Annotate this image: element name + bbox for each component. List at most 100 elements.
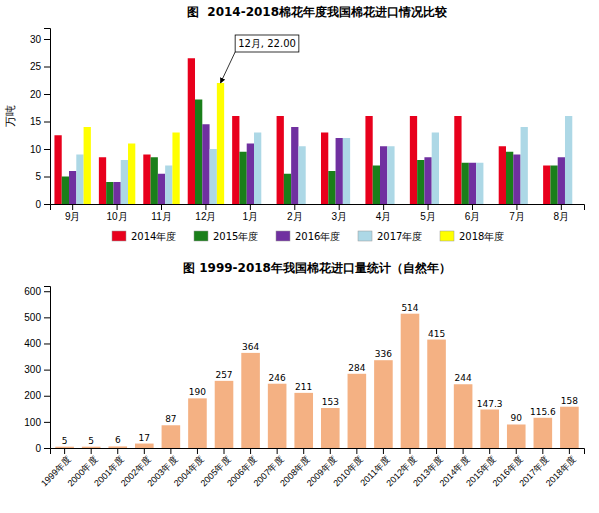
tick-label: 25 <box>30 61 42 72</box>
y-tick: 15 <box>30 116 50 127</box>
legend-swatch <box>440 231 454 241</box>
legend-entry: 2018年度 <box>440 231 504 242</box>
tick-mark <box>489 448 490 454</box>
y-tick: 400 <box>24 338 50 349</box>
bar-series <box>62 100 558 205</box>
bar <box>188 58 195 204</box>
tick-mark <box>44 370 50 371</box>
bar <box>165 166 172 205</box>
tick-mark <box>330 448 331 454</box>
bar <box>195 100 202 205</box>
annotation: 12月, 22.00 <box>221 35 299 83</box>
tick-mark <box>569 448 570 454</box>
tick-label: 5月 <box>420 211 436 222</box>
tick-mark <box>44 317 50 318</box>
plot-area <box>54 58 572 204</box>
bar <box>469 163 476 204</box>
bar <box>432 133 439 205</box>
data-label: 5 <box>88 436 94 446</box>
tick-mark <box>117 448 118 454</box>
x-tick: 9月 <box>65 204 81 222</box>
tick-label: 15 <box>30 116 42 127</box>
bar <box>427 340 446 448</box>
bar <box>241 353 260 448</box>
data-label: 115.6 <box>530 407 556 417</box>
tick-mark <box>356 448 357 454</box>
legend-swatch <box>194 231 208 241</box>
bar <box>202 124 209 204</box>
bar <box>232 116 239 204</box>
legend-label: 2014年度 <box>131 231 176 242</box>
tick-label: 20 <box>30 89 42 100</box>
tick-label: 2月 <box>287 211 303 222</box>
bar <box>374 360 393 448</box>
tick-label: 11月 <box>151 211 171 222</box>
bar <box>82 447 101 448</box>
x-tick: 5月 <box>420 204 436 222</box>
legend-label: 2017年度 <box>377 231 422 242</box>
bar <box>113 182 120 204</box>
tick-label: 0 <box>35 199 41 210</box>
bar <box>277 116 284 204</box>
bar <box>143 155 150 205</box>
legend-swatch <box>276 231 290 241</box>
tick-label: 100 <box>24 417 41 428</box>
bar <box>454 384 473 448</box>
y-tick: 20 <box>30 89 50 100</box>
bar-series <box>84 83 225 204</box>
bar <box>424 157 431 204</box>
chart-title: 图 1999-2018年我国棉花进口量统计（自然年） <box>183 261 451 275</box>
bar <box>328 171 335 204</box>
data-label: 284 <box>348 363 365 373</box>
data-label: 17 <box>139 433 150 443</box>
bar <box>106 182 113 204</box>
tick-mark <box>44 396 50 397</box>
legend-entry: 2015年度 <box>194 231 258 242</box>
tick-label: 5 <box>35 171 41 182</box>
legend-entry: 2016年度 <box>276 231 340 242</box>
bar <box>321 408 340 448</box>
tick-label: 0 <box>35 443 41 454</box>
bar <box>454 116 461 204</box>
tick-label: 8月 <box>554 211 570 222</box>
bar <box>348 374 367 448</box>
tick-mark <box>436 448 437 454</box>
tick-mark <box>472 204 473 210</box>
bar <box>417 160 424 204</box>
bar <box>401 314 420 448</box>
bar <box>380 146 387 204</box>
bar <box>560 407 579 448</box>
figure: 图 2014-2018棉花年度我国棉花进口情况比较万吨0510152025309… <box>0 0 599 513</box>
bar <box>365 116 372 204</box>
tick-mark <box>161 204 162 210</box>
data-label: 90 <box>511 413 523 423</box>
annotation-text: 12月, 22.00 <box>238 38 296 49</box>
tick-mark <box>561 204 562 210</box>
tick-label: 3月 <box>331 211 347 222</box>
x-tick: 11月 <box>151 204 171 222</box>
bar <box>410 116 417 204</box>
bar <box>499 146 506 204</box>
data-label: 364 <box>242 342 259 352</box>
tick-mark <box>44 177 50 178</box>
tick-mark <box>44 67 50 68</box>
bar <box>99 157 106 204</box>
bar <box>158 174 165 204</box>
tick-mark <box>277 448 278 454</box>
data-label: 246 <box>269 373 286 383</box>
data-label: 190 <box>189 387 206 397</box>
legend-entry: 2014年度 <box>112 231 176 242</box>
bar <box>217 83 224 204</box>
tick-mark <box>250 448 251 454</box>
bar <box>69 171 76 204</box>
bar <box>543 166 550 205</box>
tick-label: 7月 <box>509 211 525 222</box>
bar <box>506 152 513 204</box>
bar <box>135 444 154 448</box>
chart-title: 图 2014-2018棉花年度我国棉花进口情况比较 <box>187 5 448 19</box>
legend-swatch <box>358 231 372 241</box>
y-tick: 0 <box>35 443 50 454</box>
x-tick: 6月 <box>465 204 481 222</box>
bar <box>298 146 305 204</box>
data-label: 211 <box>295 382 312 392</box>
